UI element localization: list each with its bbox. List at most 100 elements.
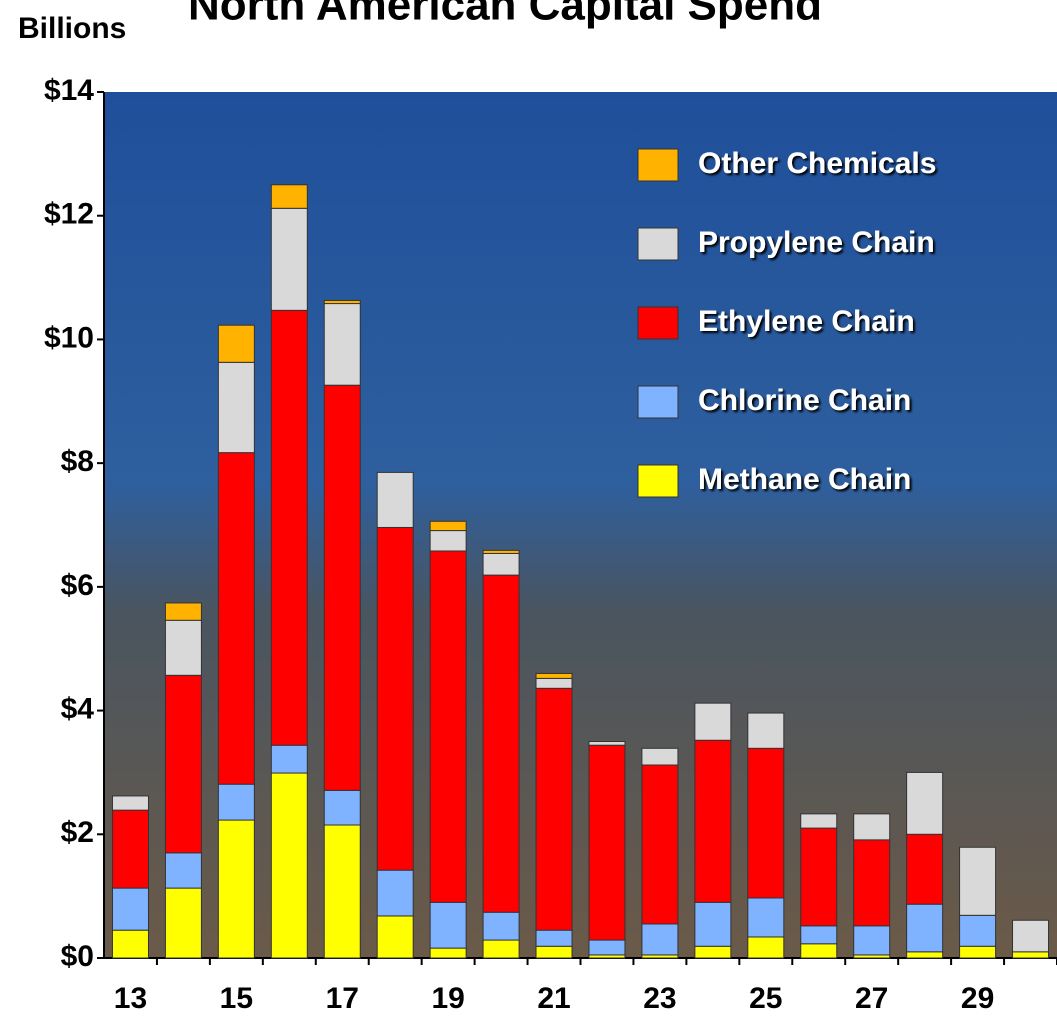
bar-segment [588, 744, 626, 941]
bar-segment [323, 824, 361, 959]
y-tick-label: $2 [61, 816, 94, 849]
bar-segment [482, 552, 520, 576]
bar-segment [429, 520, 467, 532]
bar-segment [217, 324, 255, 363]
bar-segment [641, 923, 679, 956]
bar-segment [323, 384, 361, 791]
bar-segment [323, 299, 361, 305]
bar-segment [111, 929, 149, 959]
bar-segment [429, 901, 467, 949]
bar-segment [217, 783, 255, 821]
x-tick-label: 17 [326, 982, 359, 1015]
bar-segment [111, 795, 149, 811]
y-axis-label: Billions [18, 12, 126, 45]
bar-segment [1012, 951, 1050, 959]
legend-swatch [637, 385, 679, 419]
bar-segment [270, 772, 308, 959]
bar-segment [111, 887, 149, 931]
bar-segment [376, 471, 414, 528]
bar-segment [482, 574, 520, 913]
legend-swatch [637, 227, 679, 261]
bar-segment [164, 852, 202, 889]
bar-segment [535, 687, 573, 931]
legend-swatch [637, 306, 679, 340]
bar-segment [747, 712, 785, 749]
bar-segment [270, 207, 308, 311]
bar-segment [376, 526, 414, 871]
x-tick-label: 29 [961, 982, 994, 1015]
bar-segment [641, 764, 679, 925]
bar-segment [111, 809, 149, 889]
bar-segment [694, 739, 732, 903]
bar-segment [694, 901, 732, 947]
bar-segment [800, 813, 838, 829]
bar-segment [906, 833, 944, 905]
bar-segment [800, 943, 838, 959]
bar-segment [270, 744, 308, 774]
bar-segment [429, 530, 467, 552]
bar-segment [535, 929, 573, 947]
bar-segment [376, 915, 414, 959]
bar-segment [588, 939, 626, 956]
bar-segment [641, 747, 679, 766]
x-tick-label: 23 [643, 982, 676, 1015]
bar-segment [482, 911, 520, 941]
bar-segment [376, 869, 414, 917]
bar-segment [747, 747, 785, 899]
bar-segment [270, 309, 308, 746]
y-tick-label: $8 [61, 445, 94, 478]
bar-segment [747, 936, 785, 959]
bar-segment [535, 945, 573, 959]
bar-segment [482, 939, 520, 959]
bar-segment [906, 903, 944, 953]
x-tick-label: 13 [114, 982, 147, 1015]
x-tick-label: 27 [855, 982, 888, 1015]
bar-segment [588, 741, 626, 746]
bar-segment [853, 925, 891, 956]
legend-swatch [637, 148, 679, 182]
bar-segment [270, 184, 308, 209]
legend-label: Ethylene Chain [698, 305, 915, 338]
legend-label: Methane Chain [698, 463, 911, 496]
bar-segment [853, 839, 891, 927]
bar-segment [535, 672, 573, 679]
x-tick-label: 19 [431, 982, 464, 1015]
bar-segment [694, 945, 732, 959]
bar-segment [959, 914, 997, 947]
y-tick-label: $10 [44, 321, 94, 354]
x-tick-label: 21 [537, 982, 570, 1015]
bar-segment [747, 897, 785, 938]
y-tick-label: $6 [61, 569, 94, 602]
legend-label: Chlorine Chain [698, 384, 911, 417]
bar-segment [429, 947, 467, 959]
bar-segment [164, 674, 202, 854]
legend-label: Other Chemicals [698, 147, 936, 180]
bar-segment [535, 677, 573, 689]
bar-segment [800, 827, 838, 927]
y-tick-label: $12 [44, 198, 94, 231]
bar-segment [694, 702, 732, 741]
bar-segment [959, 945, 997, 959]
bar-segment [800, 925, 838, 945]
chart-title: North American Capital Spend [188, 0, 822, 30]
bar-segment [323, 303, 361, 386]
bar-segment [164, 619, 202, 676]
bar-segment [164, 602, 202, 621]
bar-segment [482, 549, 520, 554]
bar-segment [323, 789, 361, 826]
bar-segment [217, 452, 255, 785]
bar-segment [217, 361, 255, 454]
bar-segment [853, 813, 891, 841]
x-tick-label: 25 [749, 982, 782, 1015]
plot-background [104, 92, 1057, 958]
bar-segment [906, 771, 944, 835]
bar-segment [217, 819, 255, 959]
x-tick-label: 15 [220, 982, 253, 1015]
bar-segment [1012, 919, 1050, 953]
bar-segment [164, 887, 202, 959]
legend-label: Propylene Chain [698, 226, 935, 259]
y-tick-label: $4 [61, 692, 95, 725]
bar-segment [906, 951, 944, 959]
